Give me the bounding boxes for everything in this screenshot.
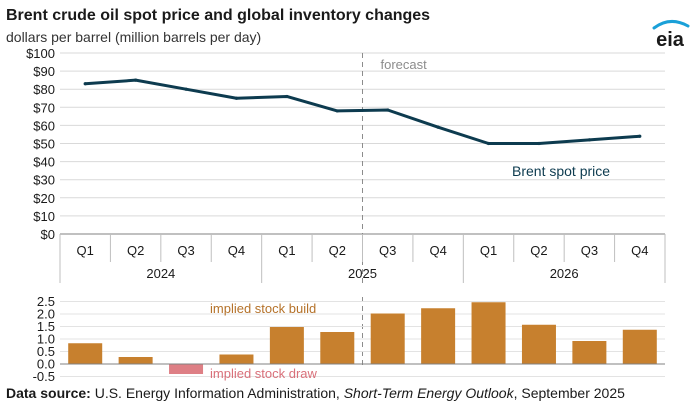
source-org: U.S. Energy Information Administration, — [94, 385, 340, 401]
quarter-tick-label: Q3 — [379, 243, 396, 258]
stock-change-bar — [169, 364, 204, 374]
year-tick-label: 2026 — [550, 266, 579, 281]
quarter-tick-label: Q1 — [480, 243, 497, 258]
stock-tick-label: 2.0 — [37, 307, 55, 322]
stock-change-bar — [269, 327, 304, 364]
price-tick-label: $50 — [33, 137, 55, 152]
quarter-tick-label: Q1 — [77, 243, 94, 258]
stock-change-bar — [471, 302, 506, 364]
price-tick-label: $30 — [33, 173, 55, 188]
brent-price-point — [184, 87, 188, 91]
brent-price-point — [587, 138, 591, 142]
brent-price-point — [638, 134, 642, 138]
chart-subtitle: dollars per barrel (million barrels per … — [6, 29, 262, 45]
stock-tick-label: 0.0 — [37, 357, 55, 372]
stock-change-bar — [572, 341, 607, 364]
price-tick-label: $0 — [41, 227, 55, 242]
brent-price-point — [83, 82, 87, 86]
year-tick-label: 2024 — [146, 266, 175, 281]
stock-tick-label: 0.5 — [37, 344, 55, 359]
price-tick-label: $80 — [33, 82, 55, 97]
stock-change-bar — [622, 329, 657, 364]
stock-tick-label: -0.5 — [33, 369, 55, 384]
quarter-tick-label: Q2 — [127, 243, 144, 258]
stock-draw-label: implied stock draw — [210, 366, 318, 381]
brent-price-point — [486, 141, 491, 146]
quarter-tick-label: Q3 — [177, 243, 194, 258]
stock-change-bar — [370, 313, 405, 364]
brent-price-point — [386, 108, 390, 112]
brent-price-point — [234, 96, 239, 100]
quarter-tick-label: Q4 — [631, 243, 648, 258]
stock-change-bar — [320, 332, 355, 364]
brent-price-point — [335, 109, 339, 113]
price-tick-label: $70 — [33, 100, 55, 115]
price-tick-label: $100 — [26, 46, 55, 61]
source-date: , September 2025 — [513, 385, 625, 401]
quarter-tick-label: Q2 — [530, 243, 547, 258]
price-tick-label: $20 — [33, 191, 55, 206]
chart-title: Brent crude oil spot price and global in… — [6, 7, 431, 24]
stock-change-bar — [521, 324, 556, 364]
brent-price-point — [436, 125, 440, 129]
quarter-tick-label: Q4 — [429, 243, 446, 258]
logo-arc-icon — [652, 20, 690, 30]
source-publication: Short-Term Energy Outlook — [343, 385, 514, 401]
forecast-label: forecast — [381, 57, 428, 72]
source-label: Data source: — [6, 385, 91, 401]
logo-text: eia — [656, 29, 685, 50]
price-tick-label: $10 — [33, 209, 55, 224]
brent-series-label: Brent spot price — [512, 163, 610, 179]
stock-tick-label: 1.5 — [37, 319, 55, 334]
data-source-note: Data source: U.S. Energy Information Adm… — [6, 385, 625, 401]
stock-change-bar — [219, 354, 254, 364]
price-tick-label: $60 — [33, 118, 55, 133]
brent-price-line — [85, 78, 640, 145]
stock-tick-label: 2.5 — [37, 294, 55, 309]
stock-build-label: implied stock build — [210, 301, 316, 316]
quarter-tick-label: Q2 — [329, 243, 346, 258]
stock-change-bar — [68, 343, 103, 364]
brent-price-point — [537, 141, 541, 146]
year-tick-label: 2025 — [348, 266, 377, 281]
brent-price-point — [134, 78, 138, 82]
stock-change-bar — [118, 357, 153, 364]
stock-tick-label: 1.0 — [37, 332, 55, 347]
price-tick-label: $40 — [33, 155, 55, 170]
quarter-tick-label: Q3 — [581, 243, 598, 258]
quarter-tick-label: Q1 — [278, 243, 295, 258]
eia-logo: eia — [652, 20, 690, 50]
stock-change-bar — [421, 308, 456, 364]
brent-price-point — [285, 94, 289, 99]
price-tick-label: $90 — [33, 64, 55, 79]
quarter-tick-label: Q4 — [228, 243, 245, 258]
